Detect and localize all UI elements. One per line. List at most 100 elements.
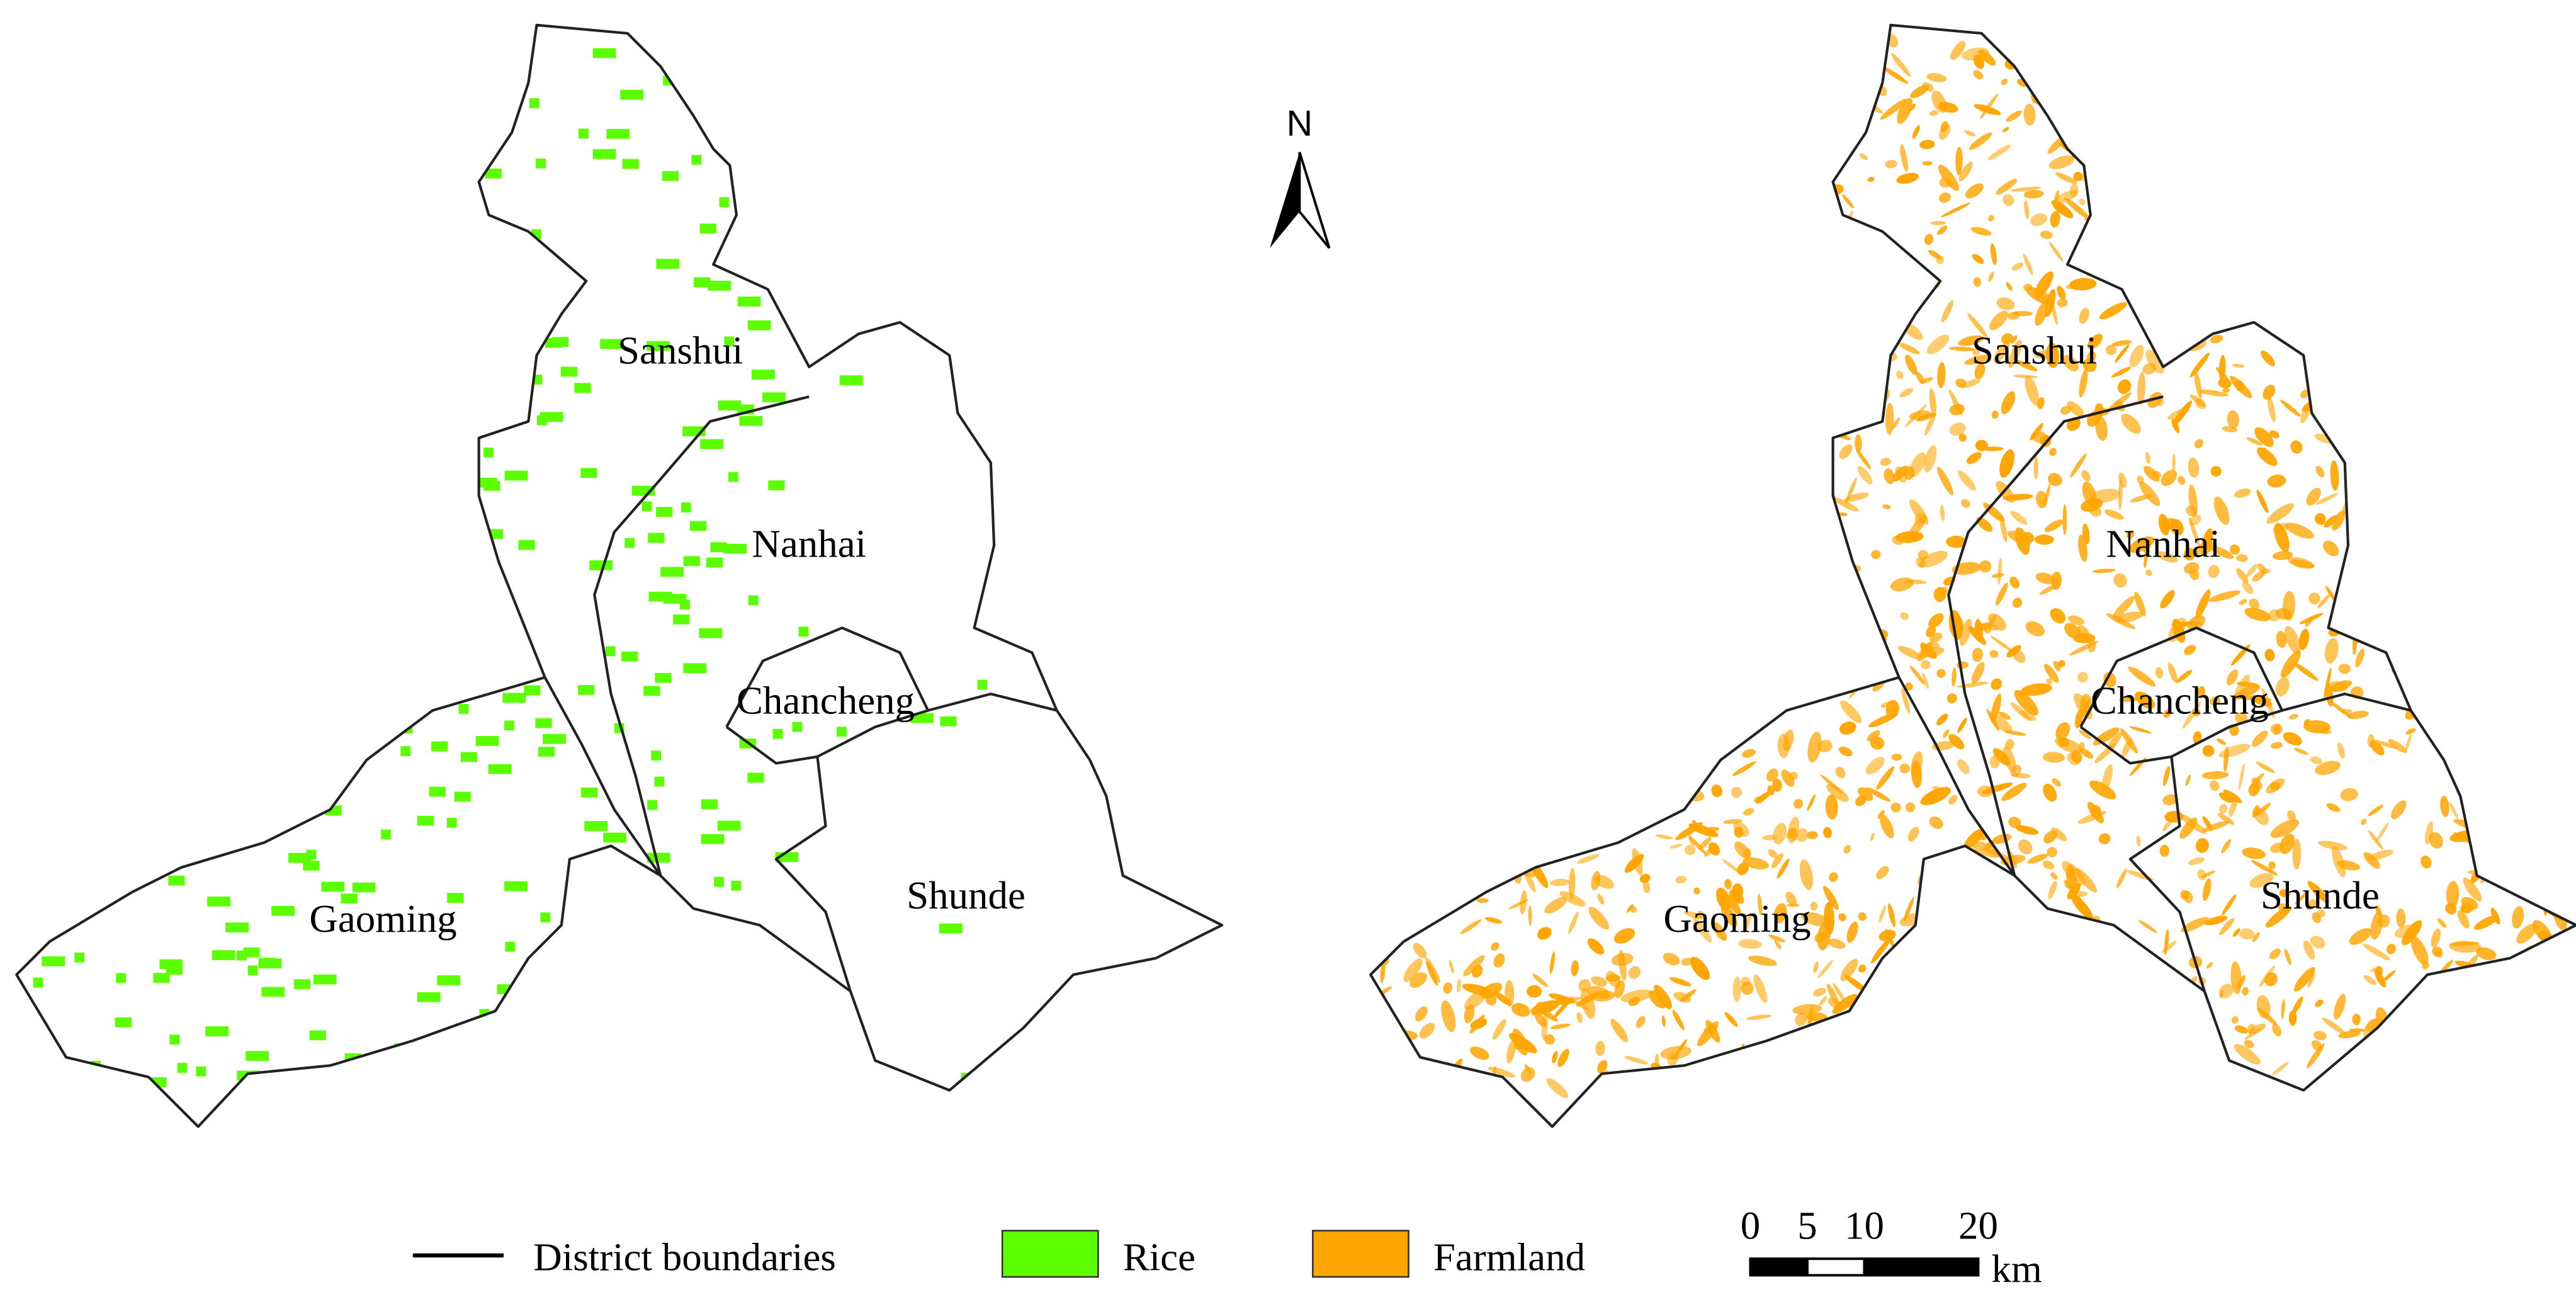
- farmland-patch: [1709, 278, 1722, 291]
- farmland-patch: [2167, 1074, 2179, 1085]
- farmland-patch: [1628, 455, 1637, 464]
- farmland-patch: [1692, 596, 1712, 611]
- farmland-patch: [2199, 1097, 2219, 1113]
- farmland-patch: [1923, 898, 1943, 921]
- farmland-patch: [1517, 460, 1539, 481]
- farmland-patch: [1866, 640, 1884, 667]
- farmland-patch: [2010, 511, 2028, 525]
- farmland-patch: [2129, 205, 2142, 218]
- farmland-patch: [1738, 939, 1762, 949]
- farmland-patch: [1467, 215, 1482, 235]
- rice-patch: [656, 507, 673, 517]
- farmland-patch: [1472, 264, 1479, 270]
- farmland-patch: [1896, 173, 1919, 184]
- rice-patch: [343, 1066, 367, 1077]
- rice-patch: [48, 607, 65, 618]
- farmland-patch: [2183, 891, 2193, 903]
- farmland-patch: [2254, 427, 2274, 447]
- farmland-patch: [1824, 649, 1855, 662]
- farmland-patch: [1803, 553, 1822, 575]
- farmland-patch: [1709, 649, 1718, 659]
- farmland-patch: [2011, 939, 2021, 949]
- rice-patch: [483, 1082, 507, 1093]
- farmland-patch: [2236, 195, 2248, 208]
- rice-patch: [309, 719, 320, 730]
- farmland-patch: [1826, 593, 1846, 614]
- farmland-patch: [1464, 392, 1479, 408]
- farmland-patch: [1553, 682, 1564, 693]
- rice-patch: [402, 436, 426, 446]
- farmland-patch: [1632, 542, 1659, 558]
- farmland-patch: [2538, 1056, 2551, 1063]
- farmland-patch: [1703, 698, 1723, 721]
- map: Sanshui Nanhai Chancheng Shunde Gaoming: [1358, 9, 2576, 1135]
- farmland-patch: [1639, 100, 1655, 111]
- rice-patch: [279, 1079, 297, 1089]
- farmland-patch: [1667, 442, 1688, 467]
- farmland-patch: [2008, 339, 2022, 368]
- farmland-patch: [2395, 1050, 2422, 1058]
- farmland-patch: [2470, 801, 2488, 816]
- farmland-patch: [1715, 887, 1731, 910]
- farmland-patch: [2355, 170, 2371, 188]
- farmland-patch: [2538, 449, 2553, 461]
- farmland-patch: [2213, 496, 2230, 525]
- farmland-patch: [2563, 164, 2576, 178]
- farmland-patch: [2367, 849, 2394, 861]
- farmland-patch: [2062, 1009, 2070, 1025]
- farmland-patch: [2522, 641, 2545, 651]
- rice-patch: [175, 812, 185, 822]
- farmland-patch: [2310, 756, 2323, 764]
- farmland-patch: [1885, 699, 1899, 719]
- farmland-patch: [2361, 116, 2372, 128]
- farmland-patch: [1576, 1012, 1583, 1023]
- farmland-patch: [2547, 463, 2558, 473]
- farmland-patch: [2230, 544, 2240, 555]
- farmland-patch: [2013, 598, 2023, 608]
- farmland-patch: [2018, 956, 2050, 971]
- farmland-patch: [2012, 773, 2031, 779]
- farmland-patch: [1545, 297, 1570, 319]
- rice-patch: [427, 620, 444, 630]
- farmland-patch: [1892, 1045, 1906, 1056]
- farmland-patch: [1388, 691, 1401, 701]
- farmland-patch: [2166, 25, 2178, 38]
- farmland-patch: [1585, 1097, 1596, 1114]
- farmland-patch: [1795, 574, 1811, 589]
- farmland-patch: [1615, 124, 1627, 136]
- farmland-patch: [2293, 183, 2312, 193]
- farmland-patch: [1444, 1058, 1462, 1087]
- farmland-patch: [2254, 75, 2279, 96]
- farmland-patch: [1614, 980, 1625, 999]
- farmland-patch: [2419, 340, 2439, 353]
- farmland-patch: [1396, 99, 1408, 110]
- farmland-patch: [2391, 122, 2407, 128]
- farmland-patch: [2305, 25, 2326, 39]
- farmland-patch: [1522, 302, 1550, 315]
- rice-patch: [181, 508, 205, 518]
- farmland-patch: [2189, 148, 2196, 157]
- farmland-patch: [1882, 504, 1891, 509]
- farmland-patch: [2231, 1016, 2239, 1024]
- farmland-patch: [1643, 634, 1656, 662]
- farmland-patch: [2161, 153, 2191, 164]
- farmland-patch: [1729, 889, 1744, 904]
- farmland-patch: [2284, 265, 2296, 269]
- farmland-patch: [1557, 1048, 1569, 1067]
- farmland-patch: [1873, 1098, 1888, 1123]
- farmland-patch: [2402, 538, 2431, 548]
- farmland-patch: [1793, 143, 1809, 154]
- farmland-patch: [1899, 913, 1923, 927]
- farmland-patch: [2003, 746, 2016, 773]
- farmland-patch: [1552, 285, 1582, 300]
- farmland-patch: [2162, 820, 2172, 832]
- rice-patch: [188, 671, 199, 681]
- farmland-patch: [1424, 707, 1444, 716]
- farmland-patch: [2404, 358, 2414, 368]
- farmland-patch: [1455, 462, 1463, 488]
- farmland-patch: [2097, 956, 2111, 973]
- farmland-patch: [1625, 192, 1642, 215]
- farmland-patch: [2218, 214, 2239, 236]
- farmland-patch: [1684, 124, 1708, 145]
